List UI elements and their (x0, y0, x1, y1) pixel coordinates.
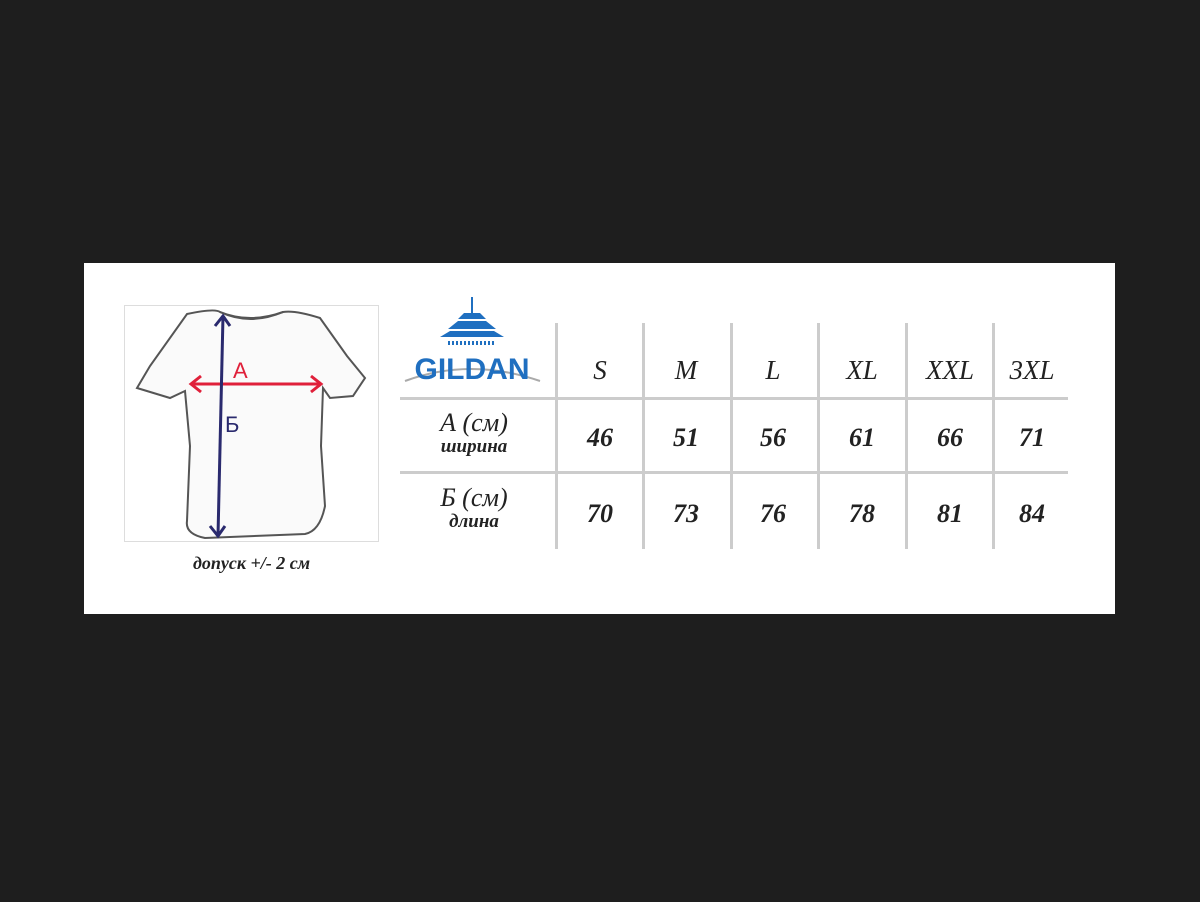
value-cell: 73 (673, 499, 699, 528)
value-cell: 56 (760, 423, 786, 452)
value-cell: 46 (587, 423, 613, 452)
gildan-logo: GILDAN (400, 297, 544, 387)
size-chart-panel: А Б допуск +/- 2 см GILDAN S M L XL XXL … (84, 263, 1115, 614)
value-cell: 76 (760, 499, 786, 528)
row-label: А (см) (440, 408, 508, 437)
row-divider (400, 471, 1068, 474)
column-divider (642, 323, 645, 549)
tolerance-caption: допуск +/- 2 см (192, 553, 311, 573)
value-cell: 84 (1019, 499, 1045, 528)
value-cell: 81 (937, 499, 963, 528)
row-sublabel: длина (449, 511, 499, 532)
tshirt-diagram: А Б (124, 305, 379, 542)
label-a: А (233, 358, 248, 383)
row-divider (400, 397, 1068, 400)
size-header-xxl: XXL (925, 355, 974, 385)
tshirt-icon: А Б (135, 309, 367, 540)
size-header-l: L (765, 355, 781, 385)
label-b: Б (225, 412, 239, 437)
column-divider (817, 323, 820, 549)
size-header-xl: XL (846, 355, 878, 385)
value-cell: 61 (849, 423, 875, 452)
column-divider (730, 323, 733, 549)
value-cell: 66 (937, 423, 963, 452)
brand-name: GILDAN (415, 353, 530, 386)
row-sublabel: ширина (440, 436, 508, 457)
value-cell: 71 (1019, 423, 1045, 452)
row-label-length: Б (см) длина (400, 484, 548, 532)
row-label: Б (см) (440, 483, 508, 512)
column-divider (555, 323, 558, 549)
value-cell: 51 (673, 423, 699, 452)
size-header-s: S (593, 355, 607, 385)
column-divider (905, 323, 908, 549)
column-divider (992, 323, 995, 549)
value-cell: 78 (849, 499, 875, 528)
row-label-width: А (см) ширина (400, 409, 548, 457)
size-header-m: M (674, 355, 698, 385)
size-header-3xl: 3XL (1009, 355, 1055, 385)
value-cell: 70 (587, 499, 613, 528)
